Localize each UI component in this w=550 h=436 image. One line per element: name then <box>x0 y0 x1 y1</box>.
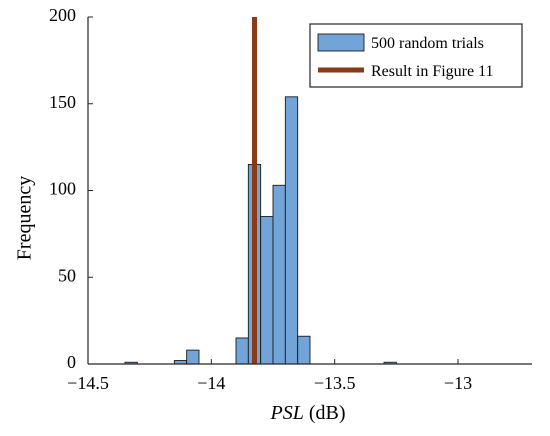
y-tick-label: 200 <box>49 5 76 25</box>
histogram-bar-8 <box>297 335 311 365</box>
legend-swatch-bar <box>317 33 365 52</box>
y-tick-label: 0 <box>67 352 76 372</box>
histogram-bar-5 <box>260 216 274 365</box>
x-tick-label: −14 <box>197 373 225 393</box>
y-ticks: 0 50 100 150 200 <box>49 5 93 372</box>
legend-label-result: Result in Figure 11 <box>371 63 494 80</box>
x-axis-label-variable: PSL <box>269 402 303 424</box>
x-axis-label: PSL (dB) <box>269 402 345 424</box>
x-tick-label: −13 <box>444 373 472 393</box>
y-axis-label: Frequency <box>14 176 36 260</box>
y-tick-label: 50 <box>58 265 76 285</box>
x-tick-label: −14.5 <box>67 373 109 393</box>
histogram-bar-6 <box>272 184 286 365</box>
legend: 500 random trials Result in Figure 11 <box>309 23 523 88</box>
histogram-bars <box>124 96 397 365</box>
histogram-bar-2 <box>186 349 200 365</box>
x-axis-label-unit: (dB) <box>304 402 346 424</box>
y-tick-label: 150 <box>49 92 76 112</box>
histogram-bar-7 <box>284 96 299 365</box>
legend-label-trials: 500 random trials <box>371 35 484 52</box>
y-tick-label: 100 <box>49 179 76 199</box>
x-ticks: −14.5 −14 −13.5 −13 <box>67 359 472 393</box>
x-tick-label: −13.5 <box>314 373 356 393</box>
histogram-bar-3 <box>235 337 249 365</box>
